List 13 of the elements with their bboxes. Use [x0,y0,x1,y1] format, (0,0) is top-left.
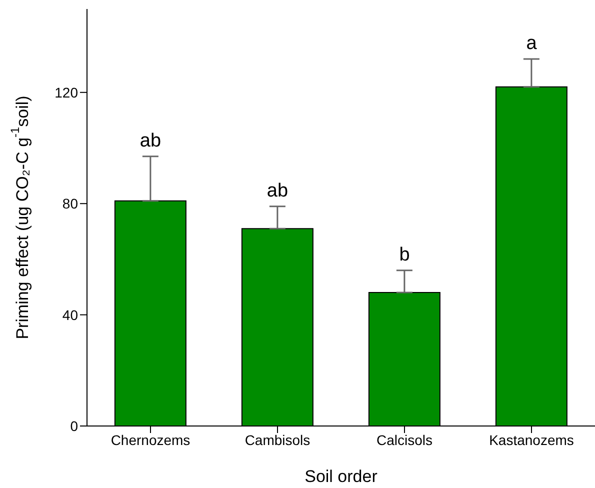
annotation: a [526,33,538,54]
x-tick-label: Cambisols [244,432,310,448]
x-tick-label: Kastanozems [489,432,574,448]
y-tick-label: 0 [70,418,78,434]
x-tick-label: Chernozems [110,432,190,448]
annotation: ab [140,130,162,152]
y-tick-label: 120 [54,84,78,100]
y-tick-label: 40 [62,306,78,323]
y-tick-label: 80 [62,196,78,212]
annotation: b [399,244,410,266]
annotation: ab [266,180,288,202]
x-tick-label: Calcisols [376,432,433,448]
x-axis-title: Soil order [304,467,378,486]
